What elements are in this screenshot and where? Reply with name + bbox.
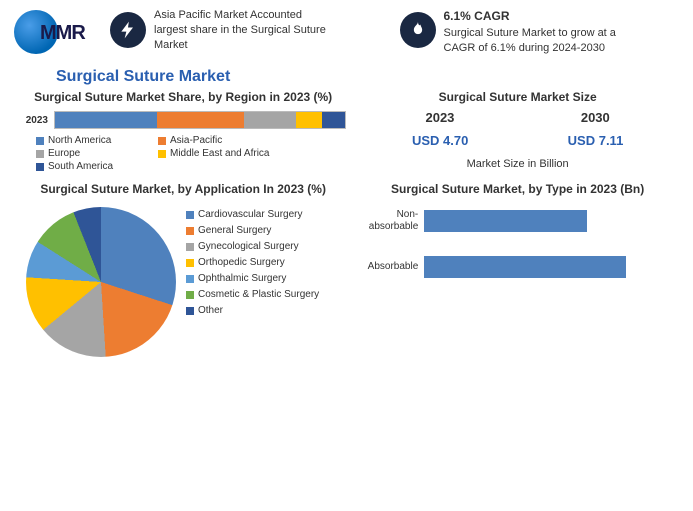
size-year-a: 2023	[425, 110, 454, 125]
legend-label: General Surgery	[198, 225, 271, 236]
pie-title: Surgical Suture Market, by Application I…	[20, 182, 346, 197]
size-note: Market Size in Billion	[362, 158, 673, 170]
legend-label: Other	[198, 305, 223, 316]
size-values: USD 4.70 USD 7.11	[362, 133, 673, 148]
size-val-b: USD 7.11	[568, 133, 624, 148]
region-seg	[296, 112, 322, 128]
legend-label: Gynecological Surgery	[198, 241, 299, 252]
swatch-icon	[186, 291, 194, 299]
region-seg	[55, 112, 157, 128]
region-chart: Surgical Suture Market Share, by Region …	[20, 90, 346, 172]
region-seg	[157, 112, 244, 128]
region-row-label: 2023	[20, 115, 48, 126]
pie-content: Cardiovascular Surgery General Surgery Gyn…	[20, 203, 346, 357]
legend-label: South America	[48, 161, 113, 172]
legend-label: North America	[48, 135, 111, 146]
swatch-icon	[36, 150, 44, 158]
legend-item: Middle East and Africa	[158, 148, 270, 159]
swatch-icon	[158, 150, 166, 158]
swatch-icon	[158, 137, 166, 145]
legend-item: Europe	[36, 148, 146, 159]
highlight-cagr: 6.1% CAGR Surgical Suture Market to grow…	[400, 8, 682, 56]
size-box: Surgical Suture Market Size 2023 2030 US…	[362, 90, 673, 172]
bolt-icon	[110, 12, 146, 48]
region-seg	[244, 112, 296, 128]
flame-icon	[400, 12, 436, 48]
highlight-cagr-block: 6.1% CAGR Surgical Suture Market to grow…	[444, 8, 624, 56]
cagr-title: 6.1% CAGR	[444, 8, 624, 24]
cagr-text: Surgical Suture Market to grow at a CAGR…	[444, 26, 624, 56]
legend-label: Asia-Pacific	[170, 135, 222, 146]
swatch-icon	[186, 275, 194, 283]
legend-item: Cardiovascular Surgery	[186, 209, 319, 220]
legend-item: Orthopedic Surgery	[186, 257, 319, 268]
logo-text: MMR	[40, 22, 85, 45]
row-bottom: Surgical Suture Market, by Application I…	[0, 182, 693, 357]
swatch-icon	[36, 163, 44, 171]
pie-section: Surgical Suture Market, by Application I…	[20, 182, 346, 357]
legend-item: Ophthalmic Surgery	[186, 273, 319, 284]
row-top: Surgical Suture Market Share, by Region …	[0, 90, 693, 172]
region-stacked: 2023	[20, 111, 346, 129]
legend-label: Europe	[48, 148, 80, 159]
legend-label: Orthopedic Surgery	[198, 257, 285, 268]
hbar-label: Absorbable	[362, 261, 424, 273]
legend-item: Cosmetic & Plastic Surgery	[186, 289, 319, 300]
region-seg	[322, 112, 345, 128]
legend-item: Gynecological Surgery	[186, 241, 319, 252]
swatch-icon	[36, 137, 44, 145]
highlight-asia: Asia Pacific Market Accounted largest sh…	[110, 8, 392, 53]
pie-legend: Cardiovascular Surgery General Surgery Gyn…	[182, 209, 319, 316]
region-legend: North America Asia-Pacific Europe Middle Ea…	[20, 135, 346, 172]
swatch-icon	[186, 307, 194, 315]
hbar-track	[424, 256, 673, 278]
hbar-section: Surgical Suture Market, by Type in 2023 …	[362, 182, 673, 357]
swatch-icon	[186, 259, 194, 267]
legend-label: Cardiovascular Surgery	[198, 209, 303, 220]
legend-label: Ophthalmic Surgery	[198, 273, 286, 284]
legend-label: Cosmetic & Plastic Surgery	[198, 289, 319, 300]
hbar-track	[424, 210, 673, 232]
highlight-asia-text: Asia Pacific Market Accounted largest sh…	[154, 8, 334, 53]
swatch-icon	[186, 211, 194, 219]
legend-item: Asia-Pacific	[158, 135, 268, 146]
legend-label: Middle East and Africa	[170, 148, 270, 159]
hbar-fill	[424, 256, 626, 278]
size-title: Surgical Suture Market Size	[362, 90, 673, 104]
header: MMR Asia Pacific Market Accounted larges…	[0, 0, 693, 62]
region-chart-title: Surgical Suture Market Share, by Region …	[20, 90, 346, 105]
size-val-a: USD 4.70	[412, 133, 468, 148]
logo: MMR	[12, 8, 102, 58]
main-title: Surgical Suture Market	[0, 62, 693, 90]
hbar-row: Non-absorbable	[362, 209, 673, 232]
hbar-title: Surgical Suture Market, by Type in 2023 …	[362, 182, 673, 197]
size-years: 2023 2030	[362, 110, 673, 125]
legend-item: Other	[186, 305, 319, 316]
hbar-fill	[424, 210, 587, 232]
legend-item: South America	[36, 161, 146, 172]
hbar-label: Non-absorbable	[362, 209, 424, 232]
legend-item: North America	[36, 135, 146, 146]
size-year-b: 2030	[581, 110, 610, 125]
hbar-chart: Non-absorbable Absorbable	[362, 203, 673, 278]
swatch-icon	[186, 243, 194, 251]
hbar-row: Absorbable	[362, 256, 673, 278]
region-stacked-bar	[54, 111, 346, 129]
legend-item: General Surgery	[186, 225, 319, 236]
swatch-icon	[186, 227, 194, 235]
pie-chart	[26, 207, 176, 357]
